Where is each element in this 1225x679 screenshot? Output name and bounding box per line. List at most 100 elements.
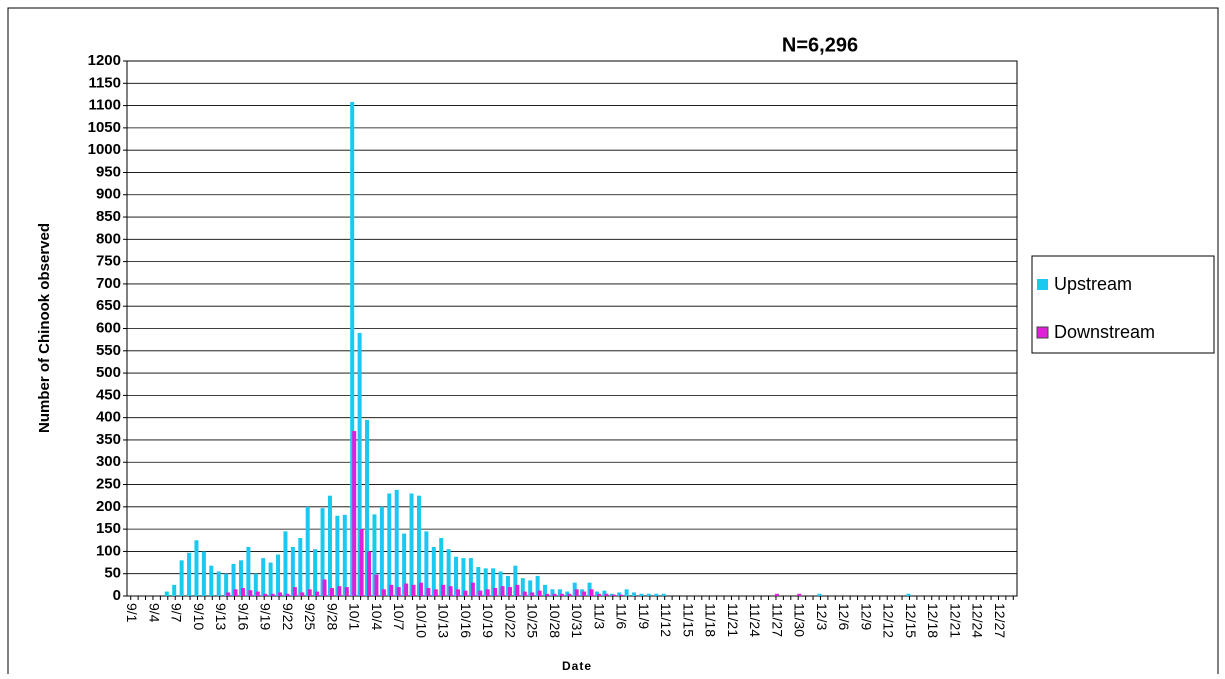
bar <box>498 571 503 596</box>
x-tick-label: 11/21 <box>725 603 741 637</box>
bar <box>394 489 399 596</box>
bar <box>389 584 394 596</box>
x-tick-label: 10/4 <box>369 603 385 630</box>
x-tick-label: 9/25 <box>302 603 318 630</box>
bar <box>255 591 260 596</box>
bar <box>654 593 659 596</box>
bar <box>515 584 520 596</box>
bar <box>187 552 192 596</box>
y-tick-label: 50 <box>104 565 121 582</box>
x-tick-label: 10/10 <box>413 603 429 638</box>
bar <box>216 571 221 596</box>
bar <box>624 589 629 596</box>
bar <box>505 575 510 596</box>
y-tick-label: 1000 <box>88 141 121 158</box>
bar <box>418 582 423 596</box>
bar <box>350 102 355 597</box>
bar <box>661 593 666 596</box>
x-tick-label: 11/3 <box>591 603 607 629</box>
bar <box>476 567 481 596</box>
bar <box>292 587 297 596</box>
x-tick-label: 12/15 <box>903 603 919 638</box>
bar <box>226 592 231 596</box>
bar <box>409 493 414 596</box>
bar <box>589 589 594 596</box>
bar <box>456 589 461 596</box>
chart-title: N=6,296 <box>782 34 858 56</box>
bar <box>305 506 310 596</box>
x-tick-label: 10/13 <box>436 603 452 638</box>
bar <box>478 590 483 596</box>
bar <box>550 589 555 596</box>
x-tick-label: 9/1 <box>124 603 140 623</box>
bar <box>327 495 332 596</box>
x-tick-label: 9/4 <box>146 603 162 623</box>
bar <box>315 591 320 596</box>
bar <box>543 584 548 596</box>
x-tick-label: 12/6 <box>836 603 852 630</box>
bar <box>270 593 275 596</box>
legend-swatch <box>1036 326 1049 339</box>
bar <box>596 593 601 596</box>
x-tick-label: 11/6 <box>614 603 630 629</box>
y-tick-label: 1150 <box>88 74 121 91</box>
x-tick-label: 11/30 <box>792 603 808 637</box>
y-tick-label: 950 <box>96 163 121 180</box>
bar <box>582 591 587 596</box>
x-tick-label: 10/31 <box>569 603 585 638</box>
bar <box>263 593 268 596</box>
bar <box>404 583 409 596</box>
y-tick-label: 850 <box>96 208 121 225</box>
legend-box <box>1031 255 1215 354</box>
bar <box>344 587 349 596</box>
bar <box>528 580 533 596</box>
bar <box>283 531 288 596</box>
bar <box>164 591 169 596</box>
x-tick-label: 9/28 <box>324 603 340 630</box>
x-tick-label: 10/16 <box>458 603 474 638</box>
bar <box>906 593 911 596</box>
x-tick-label: 10/28 <box>547 603 563 638</box>
bar <box>797 593 802 596</box>
x-tick-label: 9/22 <box>280 603 296 630</box>
x-tick-label: 10/25 <box>525 603 541 638</box>
bar <box>224 573 229 596</box>
bar <box>359 529 364 596</box>
x-tick-label: 12/18 <box>925 603 941 638</box>
bar <box>268 562 273 596</box>
bar <box>493 587 498 596</box>
y-axis-label: Number of Chinook observed <box>36 223 53 433</box>
bar <box>817 593 822 596</box>
x-tick-label: 9/16 <box>235 603 251 630</box>
bar <box>402 533 407 596</box>
bar <box>342 514 347 596</box>
bar <box>619 594 624 596</box>
x-tick-label: 9/19 <box>258 603 274 630</box>
bar <box>322 579 327 596</box>
bar <box>372 514 377 596</box>
x-axis-label: Date <box>562 659 592 673</box>
x-tick-label: 11/12 <box>658 603 674 637</box>
x-tick-label: 9/10 <box>191 603 207 630</box>
bar <box>320 508 325 596</box>
x-tick-label: 12/3 <box>814 603 830 630</box>
bar <box>307 589 312 596</box>
bar <box>537 590 542 596</box>
bar <box>470 582 475 596</box>
x-tick-label: 11/27 <box>769 603 785 637</box>
bar <box>278 592 283 596</box>
bar <box>507 587 512 596</box>
bar <box>461 558 466 596</box>
bar <box>365 419 370 596</box>
x-tick-label: 10/19 <box>480 603 496 638</box>
y-tick-label: 1200 <box>88 52 121 69</box>
bar <box>285 593 290 596</box>
bar <box>329 587 334 596</box>
y-tick-label: 750 <box>96 253 121 270</box>
bar <box>485 589 490 596</box>
legend-label: Downstream <box>1054 322 1155 342</box>
bar <box>468 558 473 596</box>
x-tick-label: 12/27 <box>992 603 1008 638</box>
x-tick-label: 12/21 <box>947 603 963 638</box>
